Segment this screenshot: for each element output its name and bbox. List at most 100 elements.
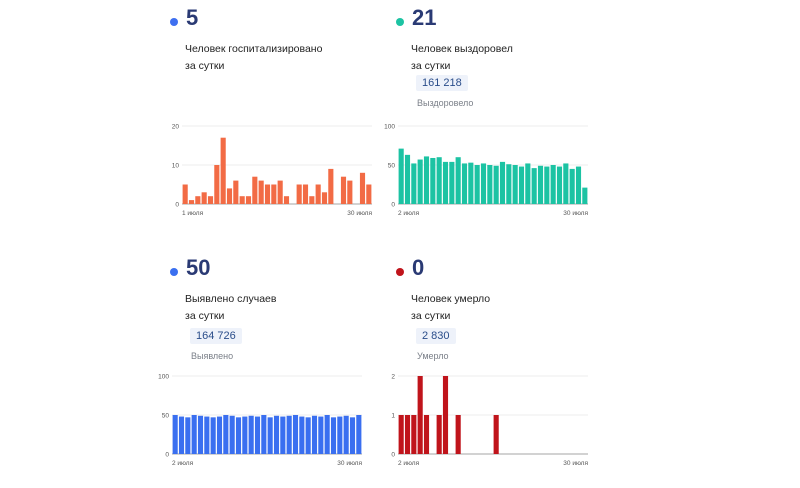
bar bbox=[423, 156, 430, 204]
recovered-description: Человек выздоровел за сутки bbox=[411, 41, 513, 75]
x-tick-label: 2 июля bbox=[398, 210, 420, 217]
x-tick-label: 2 июля bbox=[172, 460, 194, 467]
bar bbox=[188, 200, 195, 204]
bar bbox=[544, 166, 550, 204]
cases-total-label: Выявлено bbox=[191, 351, 234, 361]
y-tick-label: 0 bbox=[391, 452, 395, 459]
deaths-panel: 0 Человек умерло за сутки 2 830 Умерло 0… bbox=[391, 255, 626, 488]
bar bbox=[531, 168, 537, 204]
x-tick-label: 1 июля bbox=[182, 210, 204, 217]
bar bbox=[474, 165, 480, 204]
bar bbox=[261, 415, 267, 454]
bar bbox=[258, 180, 264, 204]
x-tick-label: 30 июля bbox=[563, 210, 588, 217]
bar bbox=[417, 159, 423, 204]
hospitalized-chart: 0 10 20 1 июля 30 июля bbox=[172, 124, 373, 218]
hospitalized-panel: 5 Человек госпитализировано за сутки 0 10… bbox=[170, 5, 400, 238]
y-tick-label: 100 bbox=[158, 374, 169, 381]
bar bbox=[411, 163, 417, 204]
bar bbox=[207, 196, 214, 204]
recovered-total: 161 218 bbox=[416, 75, 468, 91]
bar bbox=[455, 157, 461, 204]
bar bbox=[423, 415, 430, 454]
bar bbox=[343, 415, 349, 454]
bar bbox=[349, 417, 356, 454]
bar bbox=[430, 157, 436, 204]
bar bbox=[398, 415, 404, 454]
bar bbox=[178, 416, 185, 454]
cases-value: 50 bbox=[186, 255, 211, 280]
bar bbox=[235, 417, 242, 454]
bar bbox=[311, 415, 318, 454]
bar bbox=[286, 415, 292, 454]
recovered-value: 21 bbox=[412, 5, 437, 30]
y-tick-label: 50 bbox=[388, 163, 396, 170]
bar bbox=[455, 415, 461, 454]
desc-line: Выявлено случаев bbox=[185, 293, 277, 305]
bar bbox=[499, 161, 506, 204]
bar bbox=[436, 415, 442, 454]
bar bbox=[328, 168, 334, 204]
bar bbox=[556, 166, 563, 204]
bar bbox=[575, 166, 582, 204]
x-tick-label: 30 июля bbox=[347, 210, 372, 217]
bar bbox=[191, 415, 197, 454]
bar bbox=[487, 165, 493, 204]
bar bbox=[267, 417, 273, 454]
bar bbox=[302, 184, 309, 204]
hospitalized-dot-icon bbox=[170, 18, 178, 26]
bar bbox=[216, 416, 223, 454]
bar bbox=[226, 188, 233, 204]
bar bbox=[398, 148, 404, 204]
bar bbox=[506, 164, 512, 204]
bar bbox=[337, 416, 343, 454]
bar bbox=[195, 196, 201, 204]
y-tick-label: 20 bbox=[172, 124, 180, 131]
desc-line: за сутки bbox=[185, 60, 225, 72]
desc-line: Человек госпитализировано bbox=[185, 43, 323, 55]
bar bbox=[220, 137, 226, 204]
cases-chart: 0 50 100 2 июля 30 июля bbox=[158, 374, 362, 468]
deaths-description: Человек умерло за сутки bbox=[411, 291, 490, 325]
bar bbox=[277, 180, 283, 204]
y-tick-label: 100 bbox=[384, 124, 395, 131]
bar bbox=[252, 176, 258, 204]
bar bbox=[318, 416, 324, 454]
cases-total: 164 726 bbox=[190, 328, 242, 344]
y-tick-label: 0 bbox=[175, 202, 179, 209]
bar bbox=[309, 196, 315, 204]
bar bbox=[347, 180, 353, 204]
deaths-chart: 0 1 2 2 июля 30 июля bbox=[391, 374, 588, 468]
bar bbox=[436, 157, 442, 204]
y-tick-label: 0 bbox=[165, 452, 169, 459]
deaths-value: 0 bbox=[412, 255, 425, 280]
bar bbox=[442, 376, 449, 454]
x-tick-label: 2 июля bbox=[398, 460, 420, 467]
bar bbox=[550, 165, 556, 204]
bar bbox=[449, 161, 455, 204]
y-tick-label: 2 bbox=[391, 374, 395, 381]
bar bbox=[356, 415, 362, 454]
cases-panel: 50 Выявлено случаев за сутки 164 726 Выя… bbox=[158, 255, 400, 488]
bar bbox=[480, 163, 487, 204]
bar bbox=[468, 162, 474, 204]
y-tick-label: 1 bbox=[391, 413, 395, 420]
bar bbox=[239, 196, 245, 204]
bar bbox=[172, 415, 178, 454]
desc-line: Человек умерло bbox=[411, 293, 491, 305]
bar bbox=[273, 415, 280, 454]
deaths-total-label: Умерло bbox=[417, 351, 449, 361]
bar bbox=[493, 415, 499, 454]
recovered-total-label: Выздоровело bbox=[417, 98, 474, 108]
bar bbox=[321, 192, 328, 204]
y-tick-label: 50 bbox=[162, 413, 170, 420]
bar bbox=[563, 163, 569, 204]
desc-line: Человек выздоровел bbox=[411, 43, 513, 55]
bar bbox=[245, 196, 252, 204]
desc-line: за сутки bbox=[185, 310, 225, 322]
bar bbox=[233, 180, 239, 204]
bar bbox=[493, 165, 499, 204]
y-tick-label: 0 bbox=[391, 202, 395, 209]
bar bbox=[299, 416, 305, 454]
bar bbox=[518, 166, 525, 204]
